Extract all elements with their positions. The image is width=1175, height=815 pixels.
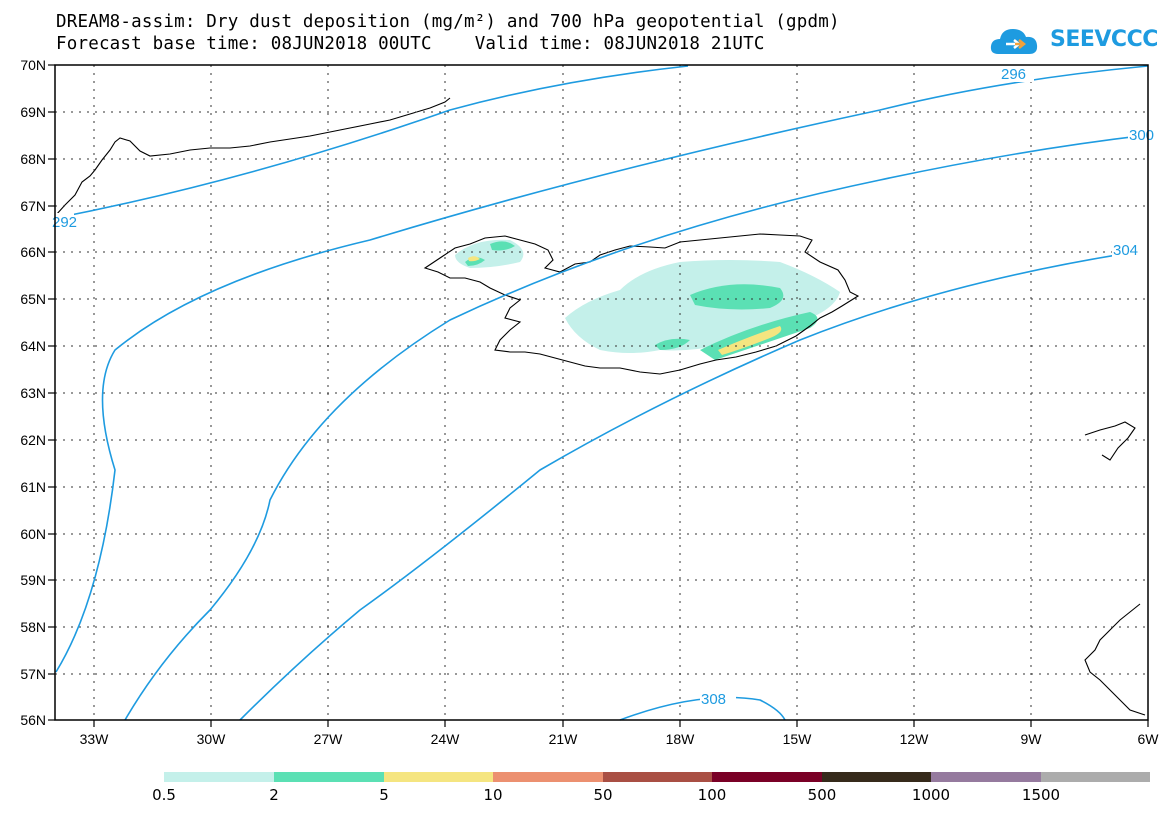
lat-label: 58N: [20, 619, 46, 635]
colorbar-label: 1000: [912, 786, 950, 804]
colorbar-swatch: [931, 772, 1041, 782]
colorbar-swatch: [603, 772, 712, 782]
lon-label: 9W: [1021, 731, 1043, 747]
lon-label: 15W: [783, 731, 813, 747]
lat-label: 65N: [20, 291, 46, 307]
lat-label: 60N: [20, 526, 46, 542]
lat-label: 68N: [20, 151, 46, 167]
colorbar: [164, 772, 1150, 782]
lon-label: 27W: [314, 731, 344, 747]
lat-label: 70N: [20, 57, 46, 73]
colorbar-swatch: [822, 772, 931, 782]
colorbar-swatch: [493, 772, 603, 782]
colorbar-label: 5: [379, 786, 389, 804]
contour-label: 300: [1129, 127, 1154, 144]
lat-label: 63N: [20, 385, 46, 401]
colorbar-swatch: [274, 772, 384, 782]
geopotential-contours: [55, 65, 1149, 721]
lat-label: 56N: [20, 712, 46, 728]
contour-label: 308: [701, 691, 726, 708]
contour-label: 296: [1001, 66, 1026, 83]
colorbar-label: 50: [593, 786, 612, 804]
colorbar-swatch: [712, 772, 822, 782]
colorbar-label: 100: [698, 786, 727, 804]
map-title: DREAM8-assim: Dry dust deposition (mg/m²…: [56, 12, 840, 32]
lon-label: 24W: [431, 731, 461, 747]
contour-label: 292: [52, 214, 77, 231]
colorbar-swatch: [384, 772, 493, 782]
graticule: [55, 65, 1148, 720]
dust-deposition-field: [455, 239, 840, 360]
lon-label: 21W: [549, 731, 579, 747]
cloud-icon: [990, 29, 1038, 54]
lat-label: 67N: [20, 198, 46, 214]
lat-label: 64N: [20, 338, 46, 354]
lat-label: 66N: [20, 244, 46, 260]
contour-label: 304: [1113, 242, 1138, 259]
lon-label: 30W: [197, 731, 227, 747]
lat-label: 57N: [20, 666, 46, 682]
colorbar-swatch: [164, 772, 274, 782]
lon-label: 33W: [80, 731, 110, 747]
colorbar-label: 500: [808, 786, 837, 804]
colorbar-label: 1500: [1022, 786, 1060, 804]
colorbar-swatch: [1041, 772, 1150, 782]
logo-text: SEEVCCC: [1050, 27, 1158, 52]
colorbar-label: 2: [269, 786, 279, 804]
lon-label: 18W: [666, 731, 696, 747]
lat-label: 59N: [20, 572, 46, 588]
coastlines: [55, 97, 1146, 716]
lat-label: 62N: [20, 432, 46, 448]
lat-label: 61N: [20, 479, 46, 495]
map-subtitle: Forecast base time: 08JUN2018 00UTC Vali…: [56, 34, 765, 54]
lon-label: 6W: [1138, 731, 1160, 747]
colorbar-label: 10: [483, 786, 502, 804]
colorbar-label: 0.5: [152, 786, 176, 804]
lat-label: 69N: [20, 104, 46, 120]
lon-label: 12W: [900, 731, 930, 747]
